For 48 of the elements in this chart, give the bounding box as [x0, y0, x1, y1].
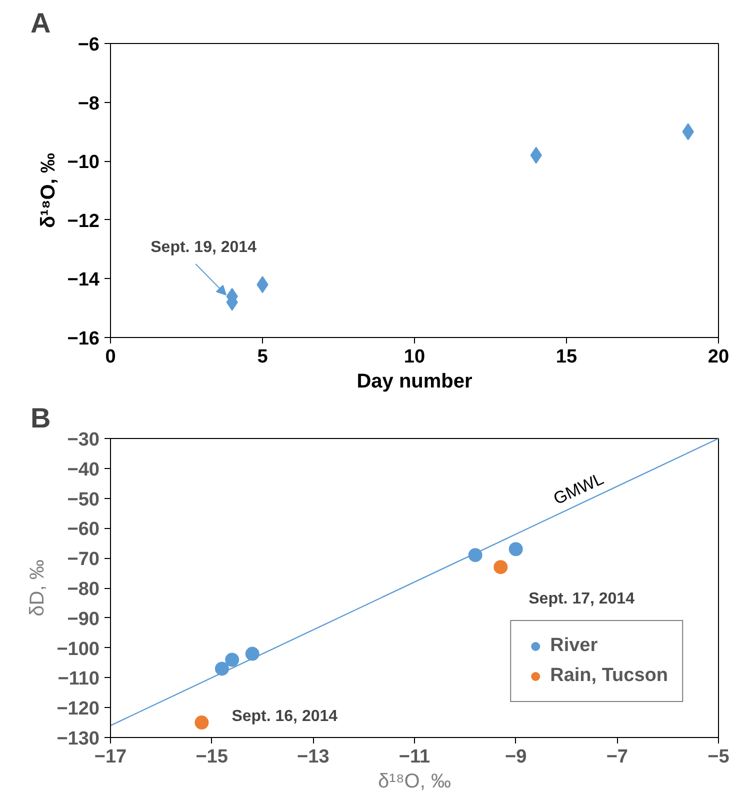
point	[494, 560, 508, 574]
point	[194, 716, 209, 730]
x-tick-label: 5	[257, 346, 268, 368]
y-tick-label: −80	[67, 579, 100, 600]
y-tick-label: −110	[58, 668, 100, 690]
y-axis-title: δD, ‰	[26, 560, 49, 616]
y-tick-label: −30	[67, 430, 100, 450]
point	[225, 652, 240, 667]
x-tick-label: 10	[404, 346, 426, 368]
y-tick-label: −40	[67, 459, 100, 480]
y-axis-title: δ¹⁸O, ‰	[37, 153, 60, 228]
x-tick-label: −5	[708, 746, 730, 768]
x-axis-title: δ¹⁸O, ‰	[378, 770, 451, 792]
y-tick-label: −50	[67, 489, 100, 510]
y-tick-label: −60	[67, 519, 100, 540]
point	[468, 548, 482, 562]
x-tick-label: −11	[398, 746, 431, 768]
x-tick-label: −9	[505, 746, 527, 768]
x-tick-label: 15	[556, 346, 578, 368]
y-tick-label: −70	[67, 549, 100, 570]
legend-label: River	[550, 635, 598, 657]
point	[508, 542, 523, 556]
y-tick-label: −8	[78, 93, 100, 114]
y-tick-label: −120	[56, 698, 100, 720]
x-tick-label: 20	[708, 346, 730, 368]
y-tick-label: −90	[67, 608, 100, 630]
annotation: Sept. 19, 2014	[150, 239, 257, 256]
annotation: Sept. 17, 2014	[528, 590, 635, 608]
chart-title: A	[30, 8, 51, 38]
x-axis-title: Day number	[356, 370, 473, 392]
y-tick-label: −16	[67, 328, 100, 350]
y-tick-label: −6	[78, 34, 100, 56]
text: GMWL	[550, 469, 607, 508]
y-tick-label: −100	[56, 638, 100, 660]
y-tick-label: −14	[67, 270, 100, 291]
point	[245, 646, 260, 661]
annotation: Sept. 16, 2014	[232, 708, 338, 726]
chart-title: B	[30, 402, 51, 434]
y-tick-label: −130	[56, 728, 100, 750]
y-tick-label: −12	[67, 210, 100, 232]
x-tick-label: 0	[105, 346, 116, 368]
x-tick-label: −17	[94, 746, 127, 768]
point	[214, 662, 229, 676]
y-tick-label: −10	[67, 152, 100, 174]
x-tick-label: −7	[606, 746, 628, 768]
legend-label: Rain, Tucson	[550, 665, 668, 687]
x-tick-label: −13	[297, 746, 330, 768]
x-tick-label: −15	[196, 746, 228, 768]
